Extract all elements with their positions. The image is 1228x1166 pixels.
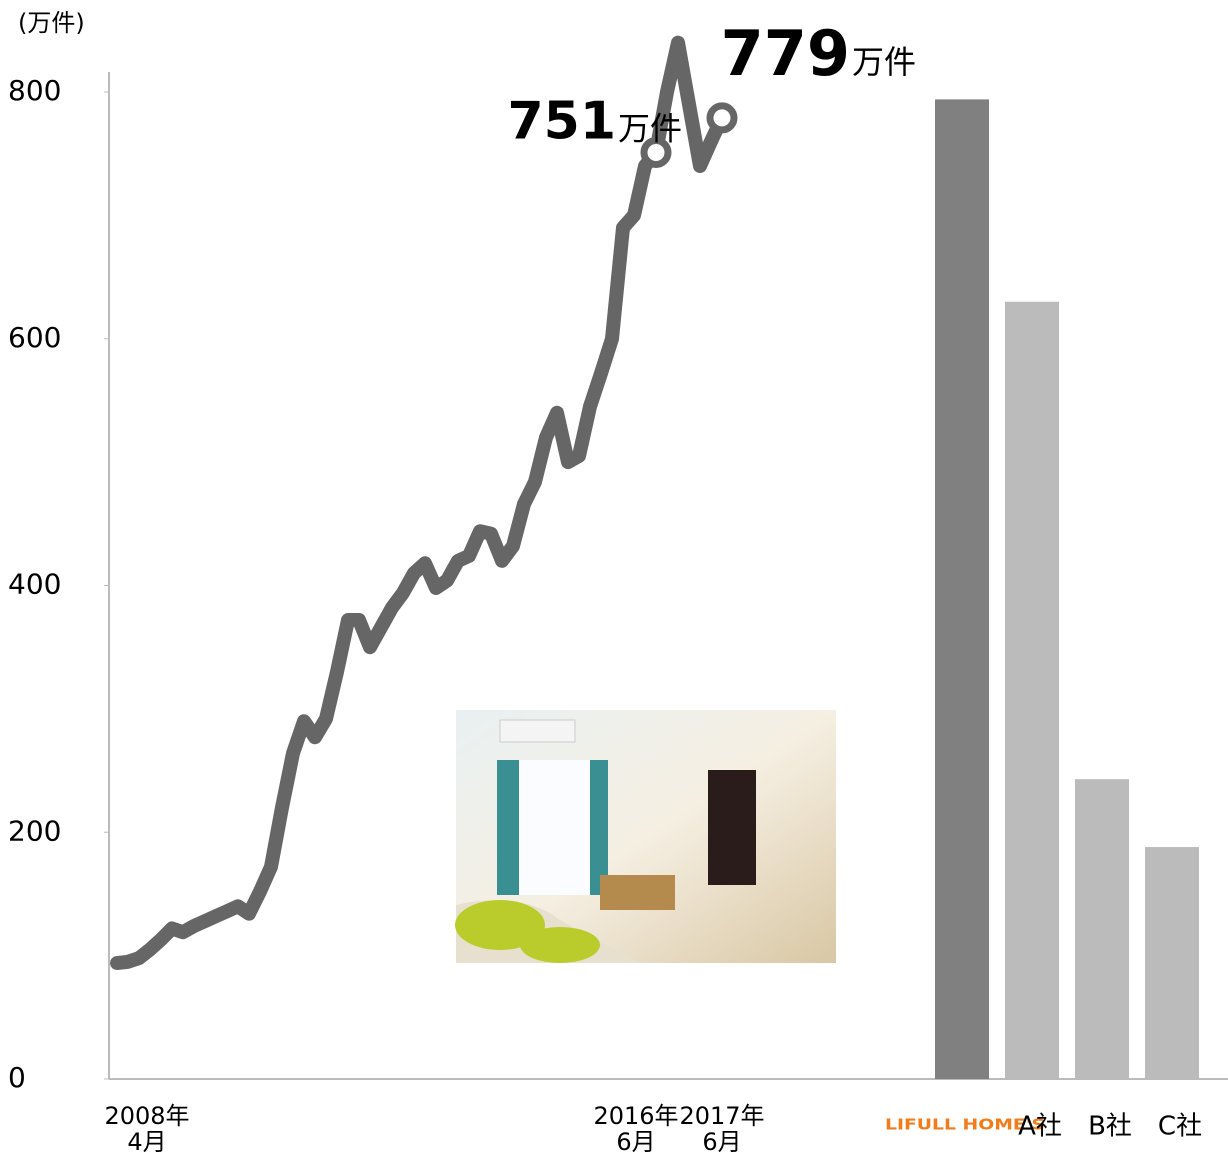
- x-tick-label: LIFULL HOME'S: [885, 1116, 1045, 1134]
- x-tick-label: 2016年 6月: [593, 1102, 679, 1156]
- y-tick-label: 200: [8, 814, 61, 847]
- x-tick-label: 2008年 4月: [104, 1102, 190, 1156]
- y-axis-label: (万件): [18, 9, 85, 37]
- data-label: 779: [721, 17, 850, 90]
- y-tick-label: 800: [8, 74, 61, 107]
- y-tick-label: 0: [8, 1061, 26, 1094]
- line: [110, 35, 729, 971]
- photo: [455, 710, 836, 963]
- data-label: 751: [507, 91, 616, 151]
- data-label-unit: 万件: [618, 109, 682, 147]
- x-tick-label: 2017年 6月: [679, 1102, 765, 1156]
- bar: [1145, 847, 1199, 1079]
- x-tick-label: B社: [1088, 1112, 1132, 1142]
- bar: [1005, 301, 1059, 1079]
- bar: [1075, 779, 1129, 1079]
- data-label-unit: 万件: [852, 43, 916, 81]
- x-tick-label: A社: [1018, 1112, 1062, 1142]
- x-tick-label: C社: [1158, 1112, 1202, 1142]
- y-tick-label: 600: [8, 321, 61, 354]
- point-marker: [640, 136, 672, 168]
- point-marker: [706, 102, 738, 134]
- y-tick-label: 400: [8, 568, 61, 601]
- bar: [935, 99, 989, 1080]
